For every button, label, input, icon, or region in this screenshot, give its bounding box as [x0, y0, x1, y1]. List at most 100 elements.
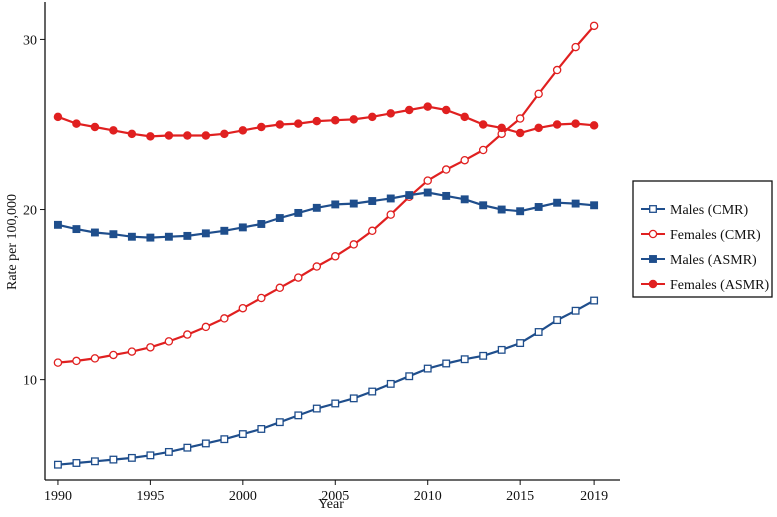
series-line	[57, 191, 595, 239]
data-point	[109, 455, 118, 464]
series-layer	[53, 21, 599, 469]
y-tick-label: 10	[23, 374, 37, 389]
data-point	[368, 387, 377, 396]
data-point	[312, 404, 321, 413]
data-point	[423, 176, 432, 185]
data-point	[257, 220, 266, 228]
data-point	[589, 21, 599, 31]
data-point	[90, 457, 99, 466]
x-tick-label: 2015	[506, 489, 534, 504]
data-point	[164, 232, 173, 241]
data-point	[534, 203, 543, 211]
series-line	[57, 105, 595, 138]
data-point	[497, 123, 506, 133]
data-point	[201, 229, 210, 238]
data-point	[127, 232, 136, 241]
data-point	[590, 201, 599, 210]
data-point	[423, 188, 432, 197]
data-point	[404, 105, 414, 115]
data-point	[183, 131, 192, 140]
data-point	[497, 345, 506, 354]
data-point	[534, 89, 543, 99]
data-point	[90, 122, 100, 132]
series-1	[53, 21, 599, 367]
data-point	[183, 231, 192, 240]
data-point	[72, 459, 81, 467]
data-point	[238, 223, 247, 232]
data-point	[589, 121, 599, 130]
legend-marker	[648, 279, 658, 289]
data-point	[571, 306, 580, 315]
data-point	[386, 210, 395, 219]
data-point	[534, 123, 543, 133]
data-point	[441, 105, 451, 115]
data-point	[257, 122, 266, 132]
data-point	[127, 129, 137, 139]
data-point	[478, 145, 488, 155]
data-point	[201, 439, 210, 448]
y-axis-title: Rate per 100,000	[5, 194, 20, 290]
data-point	[109, 126, 118, 135]
data-point	[368, 197, 377, 205]
data-point	[571, 119, 580, 128]
chart-legend: Males (CMR) Females (CMR) Males (ASMR) Fema…	[632, 180, 773, 298]
data-point	[90, 354, 100, 363]
data-point	[516, 207, 525, 216]
data-point	[238, 303, 248, 313]
legend-label: Males (CMR)	[670, 203, 749, 218]
legend-marker	[649, 255, 657, 263]
data-point	[349, 199, 358, 208]
data-point	[183, 443, 192, 452]
data-point	[349, 240, 359, 249]
legend-marker	[648, 229, 658, 239]
data-point	[127, 453, 136, 462]
data-point	[331, 115, 340, 125]
data-point	[127, 347, 137, 356]
data-point	[386, 194, 395, 203]
data-point	[220, 226, 229, 235]
series-3	[53, 102, 599, 141]
data-point	[386, 379, 395, 388]
data-point	[552, 120, 562, 129]
data-point	[257, 425, 266, 433]
series-0	[53, 296, 599, 469]
x-axis-title: Year	[318, 497, 344, 512]
series-line	[57, 299, 595, 466]
data-point	[552, 65, 562, 75]
series-2	[53, 188, 599, 242]
data-point	[72, 356, 81, 366]
data-point	[442, 359, 451, 368]
data-point	[275, 120, 285, 129]
data-point	[164, 337, 174, 346]
data-point	[257, 293, 266, 303]
x-tick-label: 2010	[414, 489, 442, 504]
data-point	[164, 131, 174, 140]
data-point	[72, 119, 81, 128]
data-point	[294, 208, 303, 217]
x-tick-label: 1990	[44, 489, 72, 504]
x-tick-label: 2019	[580, 489, 608, 504]
data-point	[146, 132, 155, 141]
x-tick-label: 2005	[321, 489, 349, 504]
data-point	[72, 225, 81, 234]
data-point	[201, 131, 211, 140]
data-point	[312, 116, 322, 126]
data-point	[146, 451, 155, 460]
data-point	[312, 262, 322, 271]
data-point	[220, 314, 229, 323]
data-point	[146, 343, 155, 352]
data-point	[405, 372, 414, 381]
data-point	[53, 112, 63, 122]
data-point	[479, 201, 488, 210]
data-point	[405, 191, 414, 200]
legend-box	[632, 180, 773, 298]
data-point	[294, 119, 303, 128]
data-point	[275, 418, 284, 427]
legend-marker	[649, 205, 657, 213]
data-point	[460, 355, 469, 364]
data-point	[275, 214, 284, 222]
data-point	[53, 460, 62, 469]
chart-axes: 10 20 30 1990 1995 2000 2005 2010 2015 2019	[23, 2, 620, 504]
data-point	[516, 339, 525, 348]
data-point	[331, 399, 340, 408]
